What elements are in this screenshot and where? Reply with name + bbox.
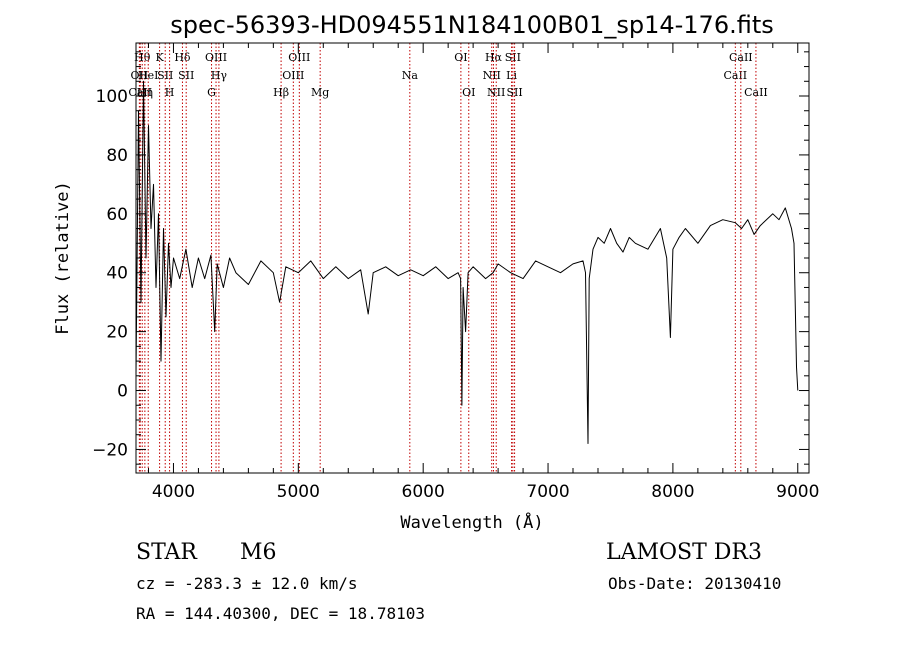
marker-label: Hγ: [211, 69, 228, 82]
sky-coordinates: RA = 144.40300, DEC = 18.78103: [136, 604, 425, 623]
marker-label: K: [155, 51, 164, 64]
object-class: STAR: [136, 540, 197, 565]
marker-label: H: [165, 86, 175, 99]
marker-label: CaII: [744, 86, 768, 99]
marker-label: Na: [402, 69, 419, 82]
chart-title: spec-56393-HD094551N184100B01_sp14-176.f…: [170, 11, 774, 39]
marker-label: NII: [487, 86, 505, 99]
marker-label: OI: [454, 51, 467, 64]
x-tick-label: 7000: [526, 482, 569, 502]
x-tick-label: 9000: [776, 482, 819, 502]
observation-date: Obs-Date: 20130410: [608, 574, 782, 593]
spectrum-line: [135, 80, 799, 444]
marker-label: Hβ: [273, 86, 289, 99]
marker-label: SII: [505, 51, 521, 64]
marker-label: OIII: [282, 69, 304, 82]
y-tick-label: 40: [106, 264, 128, 284]
marker-label: Hα: [485, 51, 503, 64]
marker-label: CaII: [723, 69, 747, 82]
redshift-velocity: cz = -283.3 ± 12.0 km/s: [136, 574, 358, 593]
y-tick-label: 80: [106, 146, 128, 166]
survey-name: LAMOST DR3: [606, 540, 762, 565]
x-tick-label: 5000: [277, 482, 320, 502]
marker-label: OIII: [288, 51, 310, 64]
marker-label: Hδ: [174, 51, 191, 64]
x-axis-label: Wavelength (Å): [400, 511, 543, 533]
marker-label: HeI: [138, 69, 158, 82]
marker-label: Mg: [311, 86, 329, 99]
axis-ticks: 4000 5000 6000 7000 8000 9000 −20 0 20 40 60 80 100: [92, 43, 819, 502]
object-subclass: M6: [240, 540, 277, 565]
x-tick-label: 6000: [402, 482, 445, 502]
plot-frame: [135, 42, 810, 474]
y-tick-label: 0: [117, 382, 128, 402]
x-tick-label: 4000: [152, 482, 195, 502]
marker-label: SII: [178, 69, 194, 82]
y-axis-label: Flux (relative): [53, 181, 73, 335]
marker-label: Hη: [137, 86, 153, 99]
y-tick-label: 20: [106, 323, 128, 343]
marker-label: NII: [483, 69, 501, 82]
spectral-line-markers: OIICaIIHθHηHeIKSIIHHδSIIGOIIIHγHβOIIIOII…: [128, 43, 768, 473]
marker-label: G: [207, 86, 216, 99]
marker-label: SII: [157, 69, 173, 82]
marker-label: OII: [131, 69, 149, 82]
x-tick-label: 8000: [651, 482, 694, 502]
y-tick-label: 60: [106, 205, 128, 225]
marker-label: Hθ: [134, 51, 151, 64]
marker-label: SII: [506, 86, 522, 99]
marker-label: OI: [462, 86, 475, 99]
marker-label: OIII: [205, 51, 227, 64]
y-tick-label: 100: [96, 87, 128, 107]
y-tick-label: −20: [92, 440, 128, 460]
marker-label: CaII: [128, 86, 152, 99]
marker-label: Li: [506, 69, 517, 82]
marker-label: CaII: [729, 51, 753, 64]
